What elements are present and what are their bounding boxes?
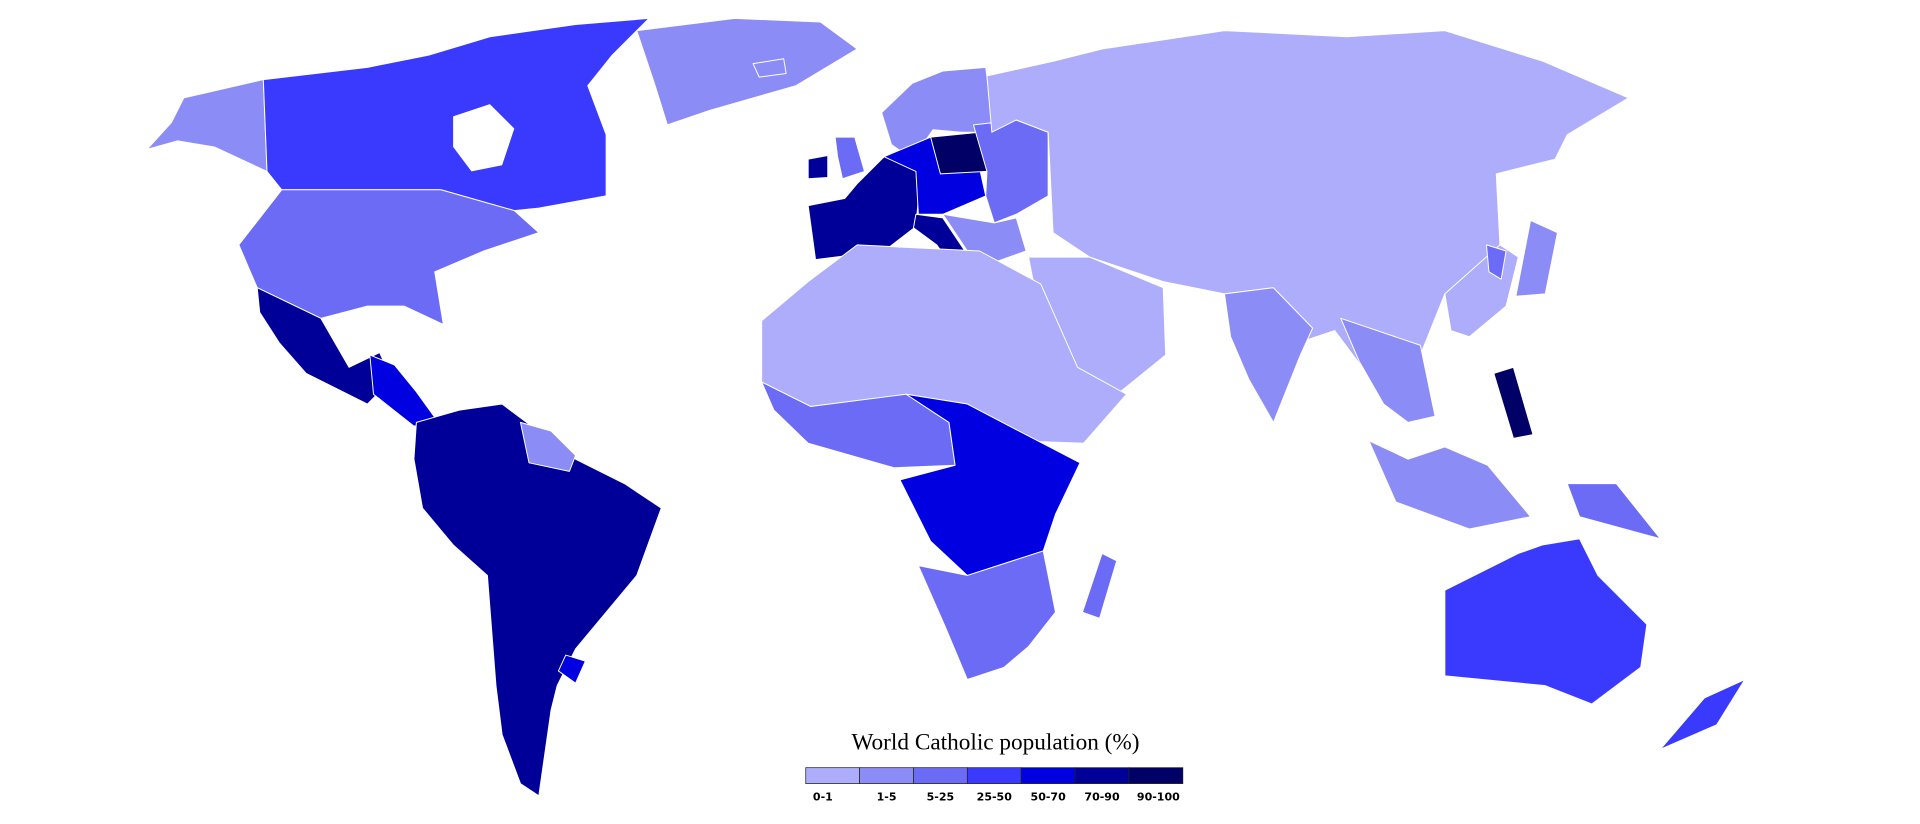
legend-swatch: [1074, 767, 1130, 784]
uruguay: [557, 654, 586, 684]
legend-label: 50-70: [1031, 791, 1067, 804]
legend-swatch: [805, 767, 860, 784]
india: [1223, 287, 1314, 423]
madagascar: [1081, 552, 1118, 619]
southeast-asia: [1340, 317, 1436, 423]
legend-label: 70-90: [1084, 791, 1120, 804]
iceland: [752, 58, 787, 78]
canada: [262, 17, 650, 212]
map-title: World Catholic population (%): [851, 729, 1139, 755]
alaska: [146, 79, 268, 172]
legend-swatch: [1020, 767, 1076, 784]
guianas: [519, 421, 577, 472]
legend-swatch: [1128, 767, 1184, 784]
japan: [1515, 219, 1558, 297]
legend-label: 5-25: [927, 791, 955, 804]
countries: [146, 17, 1746, 797]
legend-label: 90-100: [1137, 791, 1180, 804]
legend-swatch: [859, 767, 914, 784]
australia: [1444, 538, 1648, 705]
new-guinea: [1566, 483, 1661, 540]
ireland: [807, 155, 829, 180]
uk: [834, 136, 865, 180]
legend: 0-1 1-5 5-25 25-50 50-70 70-90 90-100: [805, 767, 1184, 804]
legend-swatch: [913, 767, 968, 784]
korea: [1485, 244, 1507, 280]
southern-africa: [917, 550, 1056, 681]
indonesia: [1368, 440, 1532, 530]
central-america: [369, 354, 439, 427]
new-zealand: [1659, 679, 1746, 750]
greenland: [636, 17, 858, 126]
legend-label: 1-5: [877, 791, 897, 804]
legend-label: 25-50: [977, 791, 1013, 804]
legend-swatch: [966, 767, 1022, 784]
philippines: [1493, 366, 1534, 439]
legend-label: 0-1: [813, 791, 833, 804]
hudson-bay: [453, 104, 515, 172]
